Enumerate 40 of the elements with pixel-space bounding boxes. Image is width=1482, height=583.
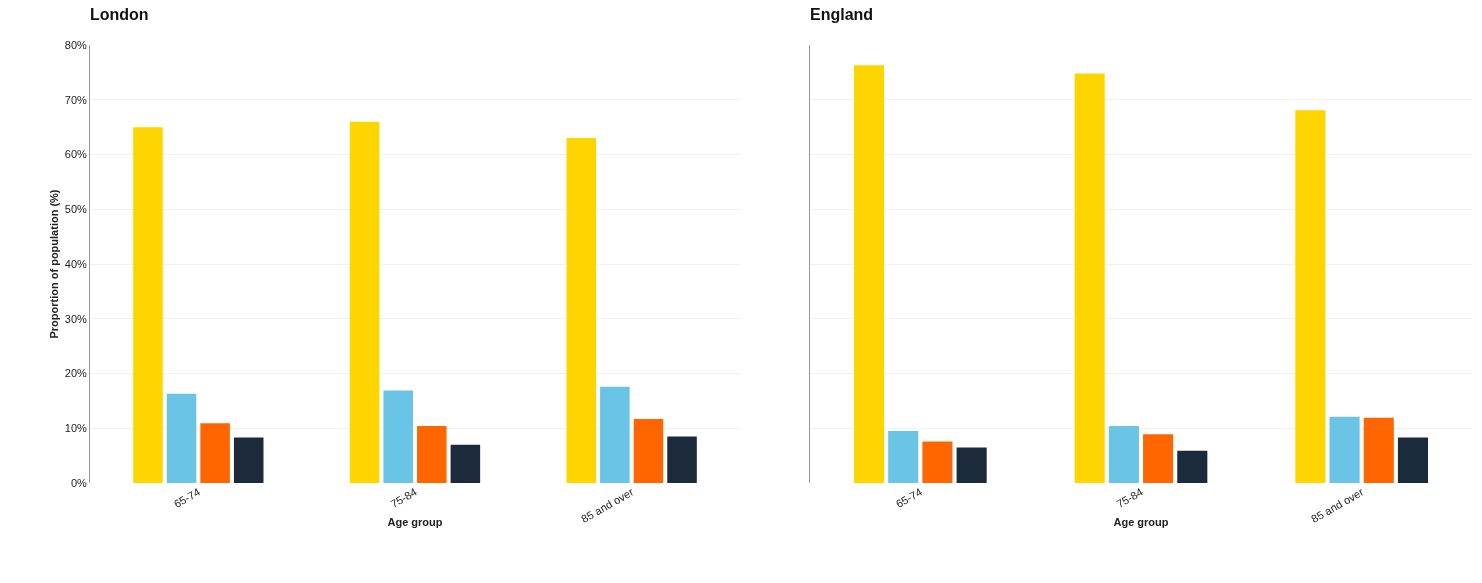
bar	[1143, 434, 1174, 483]
y-tick-label: 10%	[64, 422, 87, 435]
bar	[956, 447, 987, 483]
bar	[922, 441, 953, 483]
y-tick-label: 70%	[64, 93, 87, 106]
bar	[133, 127, 163, 483]
bar	[888, 430, 919, 483]
x-tick-label: 85 and over	[1309, 485, 1366, 526]
x-axis-title: Age group	[387, 516, 443, 528]
bar	[1177, 450, 1208, 483]
bar	[383, 390, 413, 483]
y-tick-label: 50%	[64, 203, 87, 216]
y-tick-label: 20%	[64, 367, 87, 380]
bar	[1397, 437, 1429, 483]
bar	[1074, 73, 1105, 483]
bar	[1329, 416, 1360, 483]
bar	[1363, 417, 1394, 483]
bar	[853, 65, 885, 483]
x-axis-title: Age group	[1113, 516, 1169, 528]
bar	[1108, 426, 1139, 483]
y-tick-label: 80%	[64, 38, 87, 51]
y-axis-title: Proportion of population (%)	[48, 189, 60, 339]
y-tick-label: 0%	[70, 476, 88, 489]
bar	[633, 418, 664, 483]
bar	[166, 393, 197, 483]
bar	[1295, 110, 1326, 483]
y-tick-label: 40%	[64, 257, 87, 270]
y-tick-label: 30%	[64, 312, 87, 325]
bar	[600, 386, 630, 483]
bar	[200, 423, 230, 483]
bar	[566, 138, 597, 483]
bar	[667, 436, 697, 483]
bar	[349, 121, 380, 483]
bar	[233, 437, 264, 483]
bar	[417, 426, 447, 483]
y-tick-label: 60%	[64, 148, 87, 161]
chart-title: London	[90, 5, 149, 23]
chart-title: England	[810, 5, 874, 23]
bar	[450, 444, 481, 483]
x-tick-label: 85 and over	[579, 485, 636, 526]
